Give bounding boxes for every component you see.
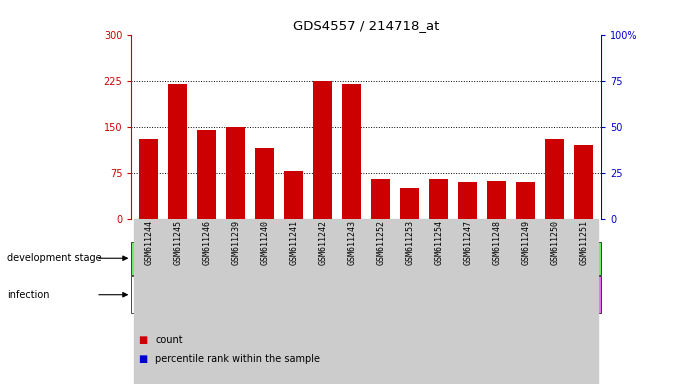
Title: GDS4557 / 214718_at: GDS4557 / 214718_at [293,19,439,32]
Bar [366,219,395,384]
Text: polychromatophilic 10 day differentiation: polychromatophilic 10 day differentiatio… [155,254,343,263]
Point [259,87,270,93]
Bar [395,219,424,384]
Point [404,126,415,132]
Text: Plasmodium
falciparum: Plasmodium falciparum [133,285,188,305]
Point [317,76,328,82]
Bar [487,181,507,219]
Bar [424,219,453,384]
Text: uninfected: uninfected [254,290,303,299]
Bar [163,219,192,384]
Bar [169,84,187,219]
Bar [337,219,366,384]
Point [230,81,241,88]
Bar [221,219,250,384]
Point [201,81,212,88]
Text: ■: ■ [138,354,147,364]
Point [491,120,502,126]
Bar [569,219,598,384]
Bar [250,219,279,384]
Bar [308,219,337,384]
Bar [140,139,158,219]
Point [143,85,154,91]
Text: percentile rank within the sample: percentile rank within the sample [155,354,321,364]
Bar [540,219,569,384]
Point [375,114,386,121]
Bar [366,242,601,275]
Bar [511,219,540,384]
Bar [482,219,511,384]
Point [433,114,444,121]
Point [578,83,589,89]
Bar [453,219,482,384]
Bar [458,182,477,219]
Text: development stage: development stage [7,253,102,263]
Text: Plasmodium
falciparum: Plasmodium falciparum [368,285,423,305]
Point [288,101,299,108]
Bar [574,145,593,219]
Text: count: count [155,335,183,345]
Point [172,74,183,80]
Bar [516,182,536,219]
Bar [313,81,332,219]
Bar [134,219,163,384]
Text: infection: infection [7,290,50,300]
Bar [279,219,308,384]
Bar [255,148,274,219]
Bar [366,276,425,313]
Bar [190,276,366,313]
Bar [226,127,245,219]
Bar [131,276,190,313]
Bar [192,219,221,384]
Bar [425,276,601,313]
Point [520,124,531,130]
Bar [545,139,564,219]
Bar [197,130,216,219]
Bar [429,179,448,219]
Text: orthochromatic 14 day differentiation: orthochromatic 14 day differentiation [399,254,569,263]
Bar [371,179,390,219]
Text: ■: ■ [138,335,147,345]
Point [549,79,560,86]
Text: uninfected: uninfected [489,290,538,299]
Bar [342,84,361,219]
Bar [284,171,303,219]
Point [346,76,357,82]
Bar [131,242,366,275]
Bar [400,188,419,219]
Point [462,122,473,128]
